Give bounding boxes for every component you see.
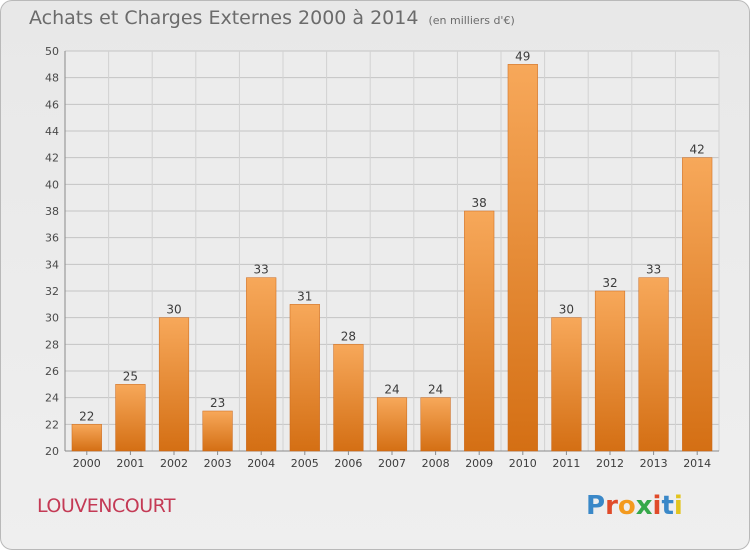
y-tick-label: 22 — [45, 418, 59, 431]
bar — [638, 277, 669, 452]
bar-value-label: 24 — [428, 383, 443, 397]
x-tick-label: 2006 — [334, 457, 362, 470]
y-tick-label: 44 — [45, 125, 59, 138]
x-tick-label: 2003 — [204, 457, 232, 470]
bar — [158, 317, 190, 452]
bar-value-label: 42 — [690, 143, 705, 157]
logo-letter: t — [661, 491, 674, 521]
bar — [333, 344, 364, 452]
bar-value-label: 22 — [79, 409, 94, 423]
logo-letter: P — [586, 491, 606, 521]
bar-value-label: 30 — [166, 303, 181, 317]
x-tick-label: 2002 — [160, 457, 188, 470]
proxiti-logo: Proxiti — [586, 491, 683, 521]
x-tick-label: 2000 — [73, 457, 101, 470]
bar-value-label: 25 — [123, 369, 138, 383]
bar-value-label: 28 — [341, 329, 356, 343]
bar — [464, 210, 495, 452]
logo-letter: o — [617, 491, 636, 521]
bar-value-label: 30 — [559, 303, 574, 317]
x-tick-label: 2005 — [291, 457, 319, 470]
x-tick-label: 2008 — [422, 457, 450, 470]
bar — [71, 424, 102, 452]
chart-title-row: Achats et Charges Externes 2000 à 2014 (e… — [29, 7, 515, 29]
x-tick-label: 2007 — [378, 457, 406, 470]
y-tick-label: 34 — [45, 258, 59, 271]
logo-letter: i — [652, 491, 662, 521]
y-tick-label: 48 — [45, 72, 59, 85]
bar-value-label: 33 — [254, 263, 269, 277]
chart-title: Achats et Charges Externes 2000 à 2014 — [29, 7, 419, 29]
y-tick-label: 24 — [45, 392, 59, 405]
bar — [289, 304, 320, 452]
logo-letter: i — [673, 491, 683, 521]
bar — [551, 317, 582, 452]
y-tick-label: 50 — [45, 45, 59, 58]
y-tick-label: 30 — [45, 312, 59, 325]
x-tick-label: 2001 — [116, 457, 144, 470]
bar-value-label: 32 — [602, 276, 617, 290]
bar-value-label: 24 — [384, 383, 399, 397]
x-tick-label: 2004 — [247, 457, 275, 470]
bar — [115, 384, 146, 452]
y-tick-label: 42 — [45, 152, 59, 165]
bar-value-label: 23 — [210, 396, 225, 410]
y-tick-label: 36 — [45, 232, 59, 245]
y-tick-label: 38 — [45, 205, 59, 218]
logo-letter: r — [605, 491, 618, 521]
bar-value-label: 31 — [297, 289, 312, 303]
bar — [246, 277, 277, 452]
x-tick-label: 2013 — [640, 457, 668, 470]
y-tick-label: 40 — [45, 178, 59, 191]
bar — [682, 157, 713, 452]
logo-letter: x — [635, 491, 653, 521]
x-tick-label: 2011 — [552, 457, 580, 470]
y-tick-label: 26 — [45, 365, 59, 378]
bar — [594, 290, 626, 452]
y-tick-label: 46 — [45, 98, 59, 111]
x-tick-label: 2012 — [596, 457, 624, 470]
bar — [420, 397, 451, 452]
y-tick-label: 28 — [45, 338, 59, 351]
chart-subtitle: (en milliers d'€) — [428, 14, 515, 27]
bar — [376, 397, 408, 452]
commune-name: LOUVENCOURT — [37, 495, 176, 517]
x-tick-label: 2010 — [509, 457, 537, 470]
bar-value-label: 38 — [472, 196, 487, 210]
x-tick-label: 2009 — [465, 457, 493, 470]
x-tick-label: 2014 — [683, 457, 711, 470]
bar — [507, 64, 538, 452]
bar-value-label: 33 — [646, 263, 661, 277]
bar — [202, 410, 233, 452]
bar-value-label: 49 — [515, 49, 530, 63]
y-tick-label: 32 — [45, 285, 59, 298]
y-tick-label: 20 — [45, 445, 59, 458]
